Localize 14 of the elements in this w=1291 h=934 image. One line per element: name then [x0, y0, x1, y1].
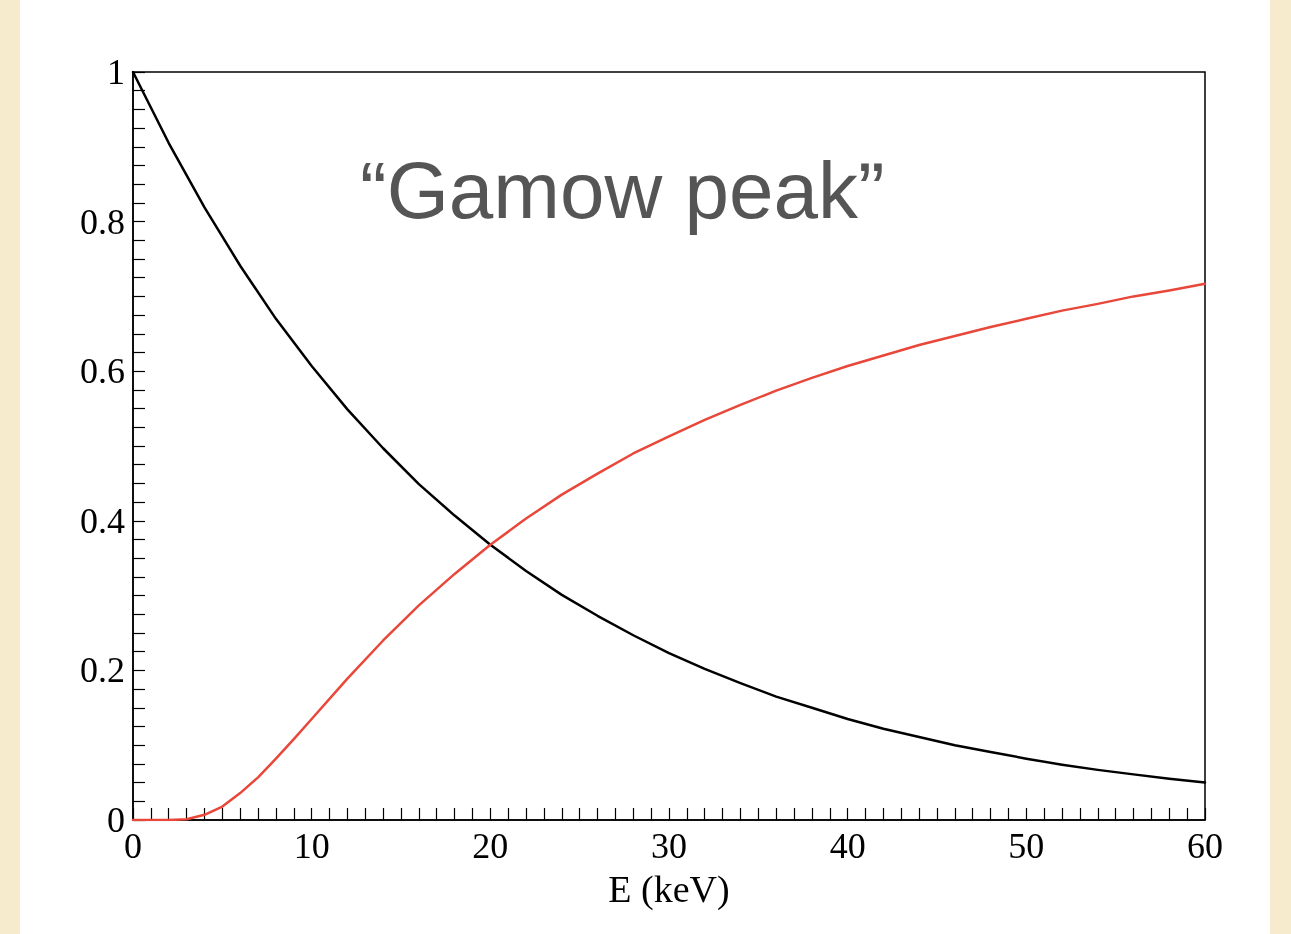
y-tick-label: 1 — [107, 52, 125, 92]
y-tick-label: 0 — [107, 800, 125, 840]
x-tick-label: 50 — [1008, 826, 1045, 866]
x-tick-label: 30 — [651, 826, 687, 866]
x-tick-label: 60 — [1187, 826, 1223, 866]
x-tick-label: 40 — [829, 826, 866, 866]
y-tick-label: 0.2 — [80, 650, 125, 691]
annotation: “Gamow peak” — [360, 145, 885, 235]
y-tick-label: 0.4 — [80, 500, 125, 541]
y-tick-label: 0.8 — [80, 201, 125, 242]
x-axis-title: E (keV) — [608, 868, 730, 911]
y-tick-label: 0.6 — [80, 351, 125, 392]
x-tick-label: 10 — [293, 826, 330, 866]
x-tick-label: 20 — [472, 826, 509, 866]
